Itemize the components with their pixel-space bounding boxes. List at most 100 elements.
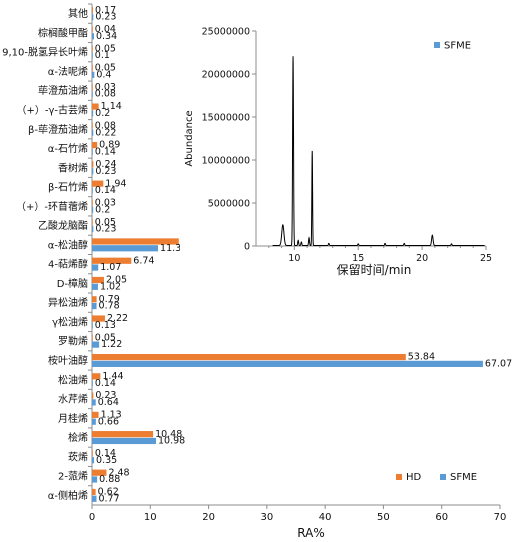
category-label: 桧烯 bbox=[68, 431, 88, 444]
category-label: 乙酸龙脑酯 bbox=[38, 219, 88, 232]
category-label: 水芹烯 bbox=[58, 393, 88, 406]
bar-hd bbox=[92, 161, 94, 168]
bar-sfme bbox=[92, 418, 96, 425]
bar-sfme bbox=[92, 13, 94, 21]
bar-sfme bbox=[92, 264, 99, 271]
value-label-hd: 0.03 bbox=[95, 82, 116, 93]
inset-legend-label-sfme: SFME bbox=[444, 41, 471, 52]
inset-background bbox=[180, 24, 500, 279]
bar-hd bbox=[92, 315, 105, 322]
value-label-sfme: 0.23 bbox=[95, 224, 116, 235]
bar-hd bbox=[92, 7, 93, 14]
value-label-hd: 0.05 bbox=[95, 43, 116, 54]
x-tick-label: 50 bbox=[377, 512, 390, 523]
bar-hd bbox=[92, 26, 93, 33]
value-label-hd: 6.74 bbox=[133, 255, 154, 266]
value-label-hd: 2.48 bbox=[108, 467, 129, 478]
bar-hd bbox=[92, 296, 97, 303]
value-label-hd: 1.44 bbox=[102, 371, 123, 382]
value-label-sfme: 0.4 bbox=[96, 69, 111, 80]
bar-hd bbox=[92, 45, 93, 52]
category-label: 荜澄茄油烯 bbox=[38, 84, 88, 97]
category-label: D-樟脑 bbox=[57, 277, 88, 290]
value-label-sfme: 0.77 bbox=[98, 493, 119, 504]
legend-label-sfme: SFME bbox=[450, 472, 477, 483]
bar-hd bbox=[92, 199, 93, 207]
inset-y-tick-label: 15000000 bbox=[202, 113, 250, 124]
category-label: 9,10-脱氢异长叶烯 bbox=[2, 46, 88, 59]
value-label-sfme: 1.02 bbox=[100, 281, 121, 292]
category-label: α-法呢烯 bbox=[48, 65, 88, 78]
bar-sfme bbox=[92, 187, 93, 194]
bar-sfme bbox=[92, 71, 95, 78]
x-tick-label: 0 bbox=[89, 512, 95, 523]
bar-hd bbox=[92, 411, 99, 418]
chromatogram-line-sfme bbox=[272, 56, 485, 246]
legend-swatch-sfme bbox=[440, 474, 446, 480]
inset-x-tick-label: 20 bbox=[416, 253, 428, 264]
bar-hd bbox=[92, 276, 104, 284]
inset-y-tick-label: 10000000 bbox=[202, 156, 250, 167]
x-tick-label: 70 bbox=[494, 512, 507, 523]
bar-sfme bbox=[92, 380, 93, 387]
bar-hd bbox=[92, 353, 406, 361]
value-label-hd: 0.17 bbox=[95, 5, 116, 16]
value-label-sfme: 0.35 bbox=[96, 455, 117, 466]
value-label-sfme: 0.2 bbox=[95, 204, 110, 215]
value-label-hd: 1.14 bbox=[101, 101, 122, 112]
value-label-sfme: 0.78 bbox=[99, 301, 120, 312]
value-label-sfme: 0.1 bbox=[95, 50, 110, 61]
bar-sfme bbox=[92, 148, 93, 156]
value-label-sfme: 0.08 bbox=[95, 89, 116, 100]
value-label-hd: 0.05 bbox=[95, 63, 116, 74]
category-label: 4-萜烯醇 bbox=[48, 258, 88, 271]
bar-sfme bbox=[92, 457, 95, 464]
bar-sfme bbox=[92, 399, 96, 406]
category-label: 月桂烯 bbox=[58, 412, 88, 425]
value-label-hd: 0.05 bbox=[95, 332, 116, 343]
value-label-sfme: 10.98 bbox=[158, 436, 185, 447]
x-tick-label: 20 bbox=[202, 512, 215, 523]
bar-hd bbox=[92, 219, 93, 226]
bar-hd bbox=[92, 450, 93, 457]
inset-x-tick-label: 10 bbox=[288, 253, 300, 264]
bar-hd bbox=[92, 238, 179, 245]
bar-sfme bbox=[92, 33, 94, 40]
inset-chromatogram: 0 5000000 10000000 15000000 20000000 25000000… bbox=[180, 24, 500, 279]
value-label-hd: 2.05 bbox=[106, 275, 127, 286]
bar-sfme bbox=[92, 322, 93, 329]
bar-sfme bbox=[92, 91, 93, 98]
value-label-hd: 1.13 bbox=[101, 409, 122, 420]
category-label: （+）-环苜蓿烯 bbox=[16, 200, 88, 213]
category-label: （+）-γ-古芸烯 bbox=[16, 103, 88, 116]
bar-hd bbox=[92, 334, 93, 341]
inset-y-tick-label: 20000000 bbox=[202, 70, 250, 81]
inset-y-tick-label: 25000000 bbox=[202, 27, 250, 38]
bar-sfme bbox=[92, 302, 97, 310]
x-tick-label: 40 bbox=[319, 512, 332, 523]
bar-sfme bbox=[92, 476, 98, 483]
value-label-hd: 0.08 bbox=[95, 120, 116, 131]
legend-label-hd: HD bbox=[406, 472, 422, 483]
value-label-hd: 0.14 bbox=[95, 448, 116, 459]
value-label-hd: 2.22 bbox=[107, 313, 128, 324]
category-label: 香树烯 bbox=[58, 161, 88, 174]
value-label-hd: 53.84 bbox=[408, 352, 435, 363]
category-label: 其他 bbox=[68, 7, 88, 20]
value-label-sfme: 0.14 bbox=[95, 378, 116, 389]
legend-swatch-hd bbox=[396, 474, 402, 480]
inset-y-axis-title: Abundance bbox=[184, 110, 195, 166]
category-label: 罗勒烯 bbox=[58, 335, 88, 348]
inset-x-axis-title: 保留时间/min bbox=[337, 263, 412, 277]
bar-sfme bbox=[92, 206, 94, 213]
bar-sfme bbox=[92, 168, 94, 175]
value-label-sfme: 0.13 bbox=[95, 320, 116, 331]
bar-hd bbox=[92, 122, 93, 129]
value-label-hd: 0.23 bbox=[95, 390, 116, 401]
value-label-hd: 0.89 bbox=[99, 140, 120, 151]
bar-hd bbox=[92, 392, 94, 399]
bar-sfme bbox=[92, 283, 98, 290]
bar-sfme bbox=[92, 360, 483, 367]
category-label: 棕榈酸甲酯 bbox=[38, 26, 88, 39]
